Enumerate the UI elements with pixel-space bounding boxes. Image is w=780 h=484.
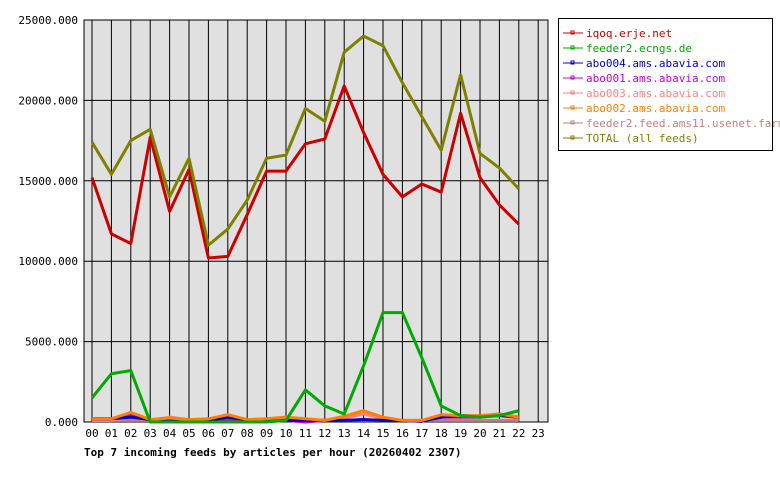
legend-box [558,18,773,151]
legend-marker [570,45,575,50]
x-tick-label: 15 [376,427,389,440]
x-tick-label: 20 [473,427,486,440]
x-tick-label: 23 [532,427,545,440]
legend-label: TOTAL (all feeds) [586,132,699,145]
y-tick-label: 20000.000 [18,94,78,107]
x-tick-label: 05 [182,427,195,440]
x-tick-label: 16 [396,427,409,440]
legend-marker [570,30,575,35]
legend-label: abo002.ams.abavia.com [586,102,725,115]
legend-label: feeder2.ecngs.de [586,42,692,55]
x-tick-label: 12 [318,427,331,440]
legend: iqoq.erje.net feeder2.ecngs.de abo004.ams.… [563,27,780,145]
series-line-5 [92,409,520,422]
x-tick-label: 22 [512,427,525,440]
legend-marker [570,90,575,95]
legend-marker [570,135,575,140]
legend-label: feeder2.feed.ams11.usenet.farm [586,117,780,130]
x-tick-label: 09 [260,427,273,440]
chart-title: Top 7 incoming feeds by articles per hou… [84,446,462,459]
legend-label: iqoq.erje.net [586,27,672,40]
x-tick-label: 10 [279,427,292,440]
series-line-1 [90,311,520,424]
y-tick-label: 5000.000 [25,336,78,349]
x-tick-label: 02 [124,427,137,440]
x-tick-label: 14 [357,427,371,440]
x-tick-label: 06 [202,427,215,440]
y-tick-label: 10000.000 [18,255,78,268]
legend-marker [570,75,575,80]
x-tick-label: 01 [105,427,118,440]
x-tick-label: 13 [338,427,351,440]
legend-marker [570,60,575,65]
x-tick-label: 07 [221,427,234,440]
legend-label: abo004.ams.abavia.com [586,57,725,70]
x-tick-label: 04 [163,427,177,440]
x-tick-label: 17 [415,427,428,440]
x-tick-label: 18 [435,427,448,440]
legend-label: abo003.ams.abavia.com [586,87,725,100]
x-tick-label: 03 [144,427,157,440]
legend-marker [570,120,575,125]
y-tick-label: 15000.000 [18,175,78,188]
y-tick-label: 25000.000 [18,14,78,27]
x-tick-label: 21 [493,427,506,440]
x-tick-label: 00 [85,427,98,440]
plot-area [83,19,549,423]
legend-marker [570,105,575,110]
series-line-7 [90,34,520,247]
x-tick-label: 19 [454,427,467,440]
x-tick-label: 08 [241,427,254,440]
y-tick-label: 0.000 [45,416,78,429]
legend-label: abo001.ams.abavia.com [586,72,725,85]
x-tick-label: 11 [299,427,312,440]
series-line-0 [90,84,520,260]
